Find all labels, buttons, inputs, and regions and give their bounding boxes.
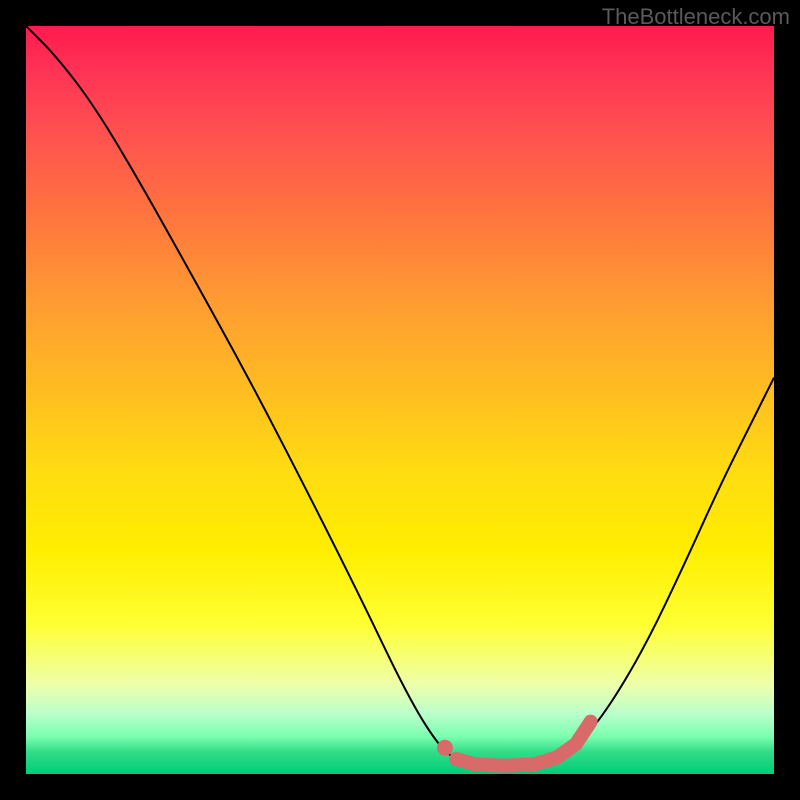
- optimal-range-highlight: [456, 722, 591, 766]
- chart-container: TheBottleneck.com: [0, 0, 800, 800]
- bottleneck-curve: [26, 26, 774, 766]
- curve-svg: [26, 26, 774, 774]
- optimal-point-marker: [437, 740, 453, 756]
- plot-area: [26, 26, 774, 774]
- watermark-text: TheBottleneck.com: [602, 4, 790, 30]
